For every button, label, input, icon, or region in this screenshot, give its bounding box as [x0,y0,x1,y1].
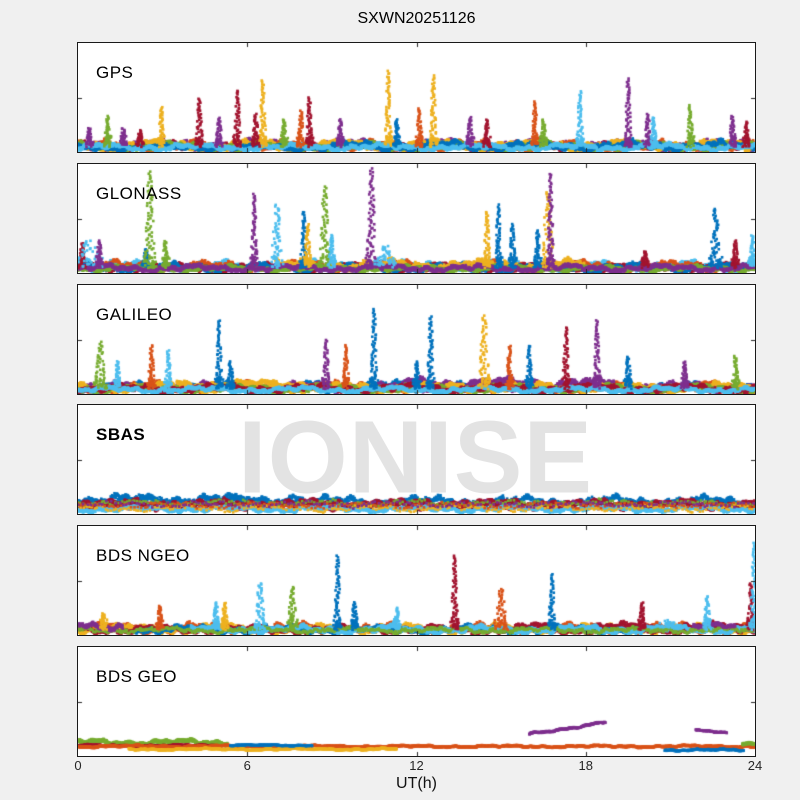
x-tick-label: 6 [243,758,251,773]
scatter-canvas-glonass [78,163,755,273]
panel-label-gps: GPS [96,63,134,82]
panel-label-sbas: SBAS [96,425,146,445]
x-tick-label: 0 [74,758,82,773]
panel-bds-geo: BDS GEO00.51S4 Index [77,646,756,757]
panel-gps: GPS00.51S4 Index [77,42,756,153]
panel-galileo: GALILEO00.51S4 Index [77,283,756,395]
scatter-canvas-bds-ngeo [78,526,755,636]
panel-glonass: GLONASS00.51S4 Index [77,162,756,274]
scatter-canvas-sbas [78,405,755,515]
x-tick-label: 24 [747,758,763,773]
panel-label-galileo: GALILEO [96,304,173,324]
panel-bds-ngeo: BDS NGEO00.51S4 Index [77,525,756,637]
panel-label-bds-ngeo: BDS NGEO [96,546,190,566]
x-tick-label: 12 [409,758,424,773]
panel-label-glonass: GLONASS [96,183,182,203]
x-tick-label: 18 [578,758,593,773]
panel-sbas: IONISESBAS00.51S4 Index [77,404,756,516]
scatter-canvas-bds-geo [78,647,755,756]
scatter-canvas-gps [78,43,755,152]
x-axis-label: UT(h) [396,775,437,792]
scatter-canvas-galileo [78,284,755,394]
chart-title: SXWN20251126 [357,10,476,27]
panel-label-bds-geo: BDS GEO [96,667,177,686]
